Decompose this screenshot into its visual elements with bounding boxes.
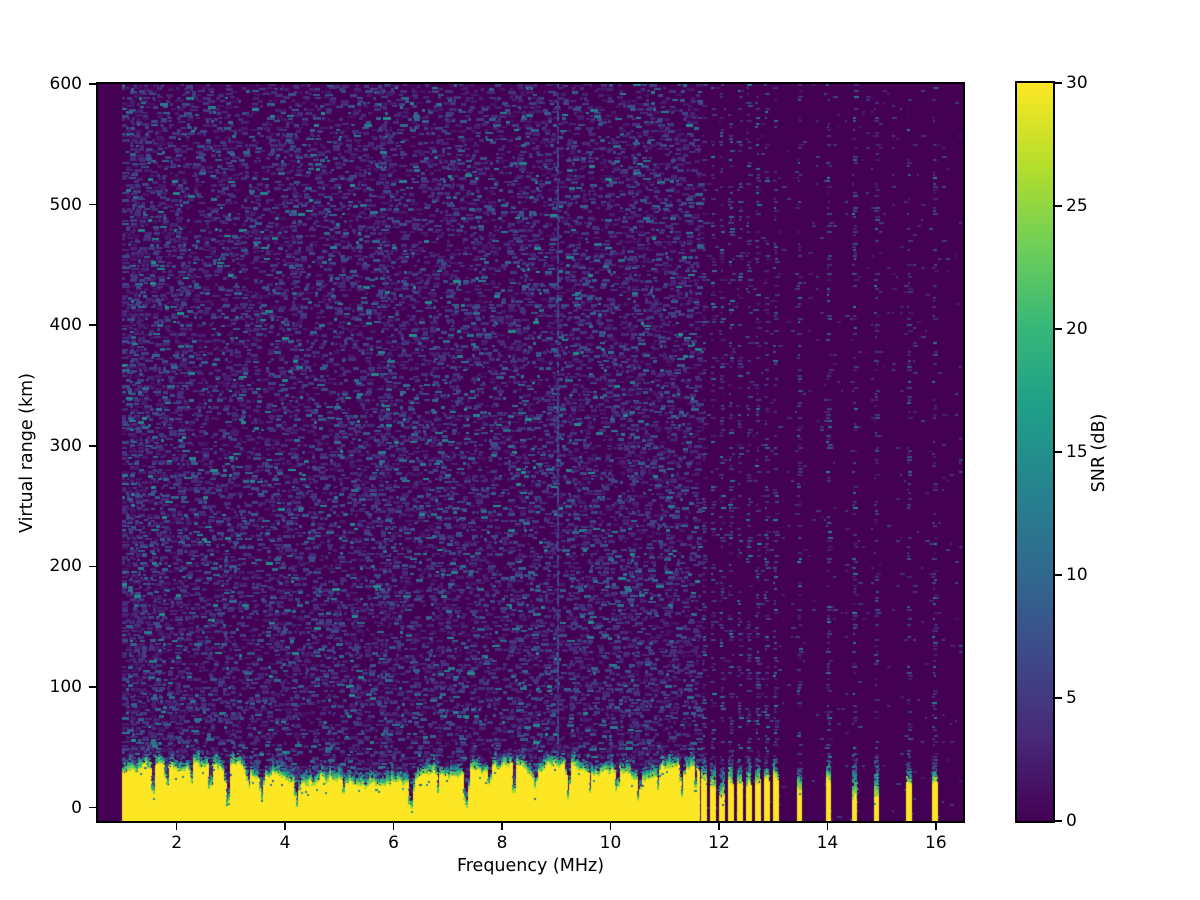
x-tick-label: 4 [279, 833, 291, 853]
y-tick-mark [89, 324, 96, 326]
x-tick-mark [501, 823, 503, 830]
colorbar-tick-label: 25 [1066, 196, 1088, 216]
y-tick-mark [89, 203, 96, 206]
y-tick-label: 200 [49, 556, 82, 577]
y-tick-label: 600 [49, 74, 82, 94]
y-tick-mark [89, 686, 96, 688]
colorbar-tick-label: 10 [1066, 565, 1088, 585]
x-tick-mark [718, 823, 720, 830]
x-tick-mark [392, 823, 395, 830]
x-tick-mark [609, 823, 612, 830]
x-tick-mark [935, 823, 937, 830]
colorbar [1015, 81, 1055, 823]
colorbar-tick-label: 5 [1066, 688, 1077, 708]
y-tick-label: 500 [49, 194, 82, 215]
colorbar-gradient [1017, 83, 1053, 821]
y-tick-mark [89, 445, 96, 447]
y-tick-label: 100 [49, 677, 82, 698]
x-tick-label: 12 [708, 833, 730, 853]
x-tick-label: 10 [599, 833, 622, 853]
colorbar-tick-label: 20 [1066, 319, 1088, 339]
x-tick-label: 16 [925, 833, 947, 853]
x-tick-mark [826, 823, 829, 830]
ionogram-heatmap-canvas [98, 84, 963, 821]
y-tick-mark [89, 806, 96, 809]
y-tick-label: 400 [49, 315, 82, 336]
x-tick-label: 14 [816, 833, 839, 853]
x-tick-label: 6 [388, 833, 399, 853]
colorbar-tick-mark [1055, 820, 1062, 822]
colorbar-tick-mark [1055, 574, 1062, 576]
x-tick-label: 8 [496, 833, 508, 853]
x-tick-label: 2 [171, 833, 183, 853]
x-tick-mark [284, 823, 286, 830]
colorbar-label: SNR (dB) [1089, 413, 1109, 493]
y-axis-label: Virtual range (km) [17, 372, 37, 534]
plot-area [96, 82, 965, 823]
colorbar-tick-label: 0 [1066, 811, 1077, 831]
colorbar-tick-mark [1055, 697, 1062, 699]
x-tick-mark [175, 823, 178, 830]
y-tick-mark [89, 565, 96, 568]
y-tick-mark [89, 83, 96, 85]
colorbar-tick-mark [1055, 451, 1062, 453]
colorbar-tick-mark [1055, 205, 1062, 207]
colorbar-tick-label: 15 [1066, 442, 1088, 462]
y-tick-label: 0 [71, 797, 82, 818]
colorbar-tick-mark [1055, 328, 1062, 330]
x-axis-label: Frequency (MHz) [456, 856, 605, 876]
y-tick-label: 300 [49, 435, 82, 456]
colorbar-tick-label: 30 [1066, 73, 1088, 93]
colorbar-tick-mark [1055, 82, 1062, 84]
